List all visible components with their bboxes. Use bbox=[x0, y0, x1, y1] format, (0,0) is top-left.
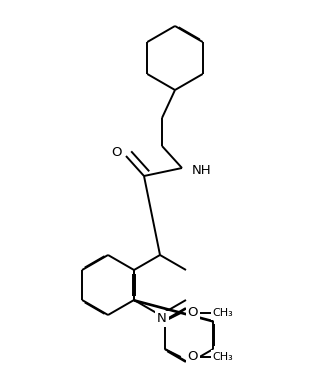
Text: O: O bbox=[188, 350, 198, 363]
Text: O: O bbox=[111, 145, 121, 158]
Text: O: O bbox=[188, 307, 198, 319]
Text: N: N bbox=[157, 312, 167, 325]
Text: CH₃: CH₃ bbox=[212, 352, 233, 362]
Text: NH: NH bbox=[192, 163, 212, 176]
Text: CH₃: CH₃ bbox=[212, 308, 233, 318]
